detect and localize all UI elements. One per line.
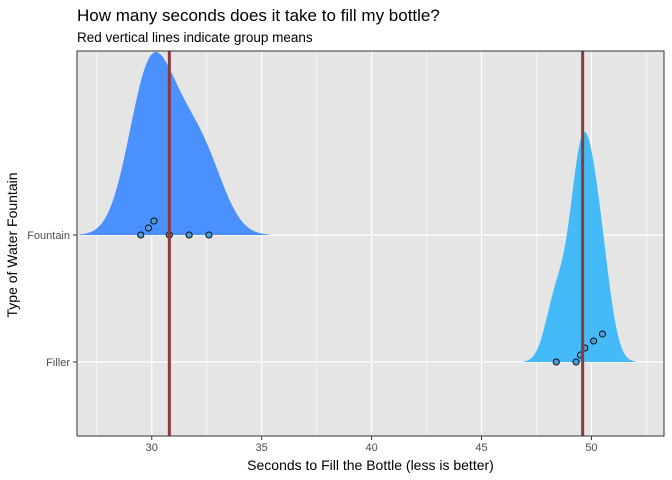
x-tick-label: 50 bbox=[585, 442, 597, 454]
data-point bbox=[598, 330, 606, 338]
data-point bbox=[590, 337, 598, 345]
plot-area: 30 35 40 45 50 Filler Fountain bbox=[27, 50, 665, 454]
data-point bbox=[137, 231, 145, 239]
x-tick-label: 35 bbox=[256, 442, 268, 454]
x-tick-label: 40 bbox=[365, 442, 377, 454]
y-axis-title: Type of Water Fountain bbox=[4, 173, 20, 318]
density-ridge-fountain bbox=[79, 52, 271, 235]
y-tick-label: Filler bbox=[46, 357, 70, 369]
density-ridge-filler bbox=[523, 132, 636, 362]
chart-subtitle: Red vertical lines indicate group means bbox=[77, 30, 313, 45]
panel-border bbox=[76, 50, 665, 437]
x-axis-title: Seconds to Fill the Bottle (less is bett… bbox=[247, 457, 494, 473]
x-tick-label: 30 bbox=[146, 442, 158, 454]
data-point bbox=[144, 224, 153, 232]
x-tick-label: 45 bbox=[475, 442, 487, 454]
data-point bbox=[572, 358, 580, 366]
data-point bbox=[185, 231, 193, 239]
data-point bbox=[552, 358, 560, 366]
data-point bbox=[150, 217, 158, 225]
y-tick-label: Fountain bbox=[27, 230, 70, 242]
chart-title: How many seconds does it take to fill my… bbox=[77, 6, 440, 25]
data-point bbox=[205, 231, 213, 239]
